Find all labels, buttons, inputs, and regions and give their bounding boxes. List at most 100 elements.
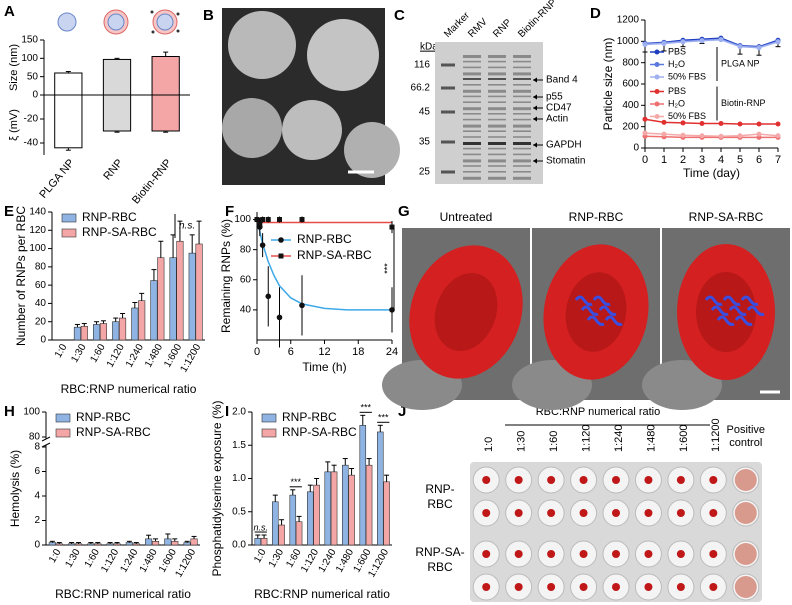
bar	[341, 464, 349, 546]
panel-letter: H	[4, 403, 15, 420]
marker-band	[441, 170, 455, 174]
gel-band	[488, 136, 506, 138]
gel-band	[513, 136, 531, 138]
point	[680, 39, 686, 45]
x-tick-label: 18	[352, 346, 364, 358]
point	[775, 39, 781, 45]
axis-break	[41, 442, 51, 448]
y-axis-label: Particle size (nm)	[601, 38, 615, 131]
panel-letter: F	[225, 203, 234, 220]
gel-band	[513, 113, 531, 115]
image-title: RNP-SA-RBC	[689, 210, 764, 224]
x-axis-label: RBC:RNP numerical ratio	[55, 587, 191, 601]
point	[718, 133, 724, 139]
point	[737, 121, 743, 127]
point	[642, 130, 648, 136]
legend-label: RNP-SA-RBC	[76, 425, 151, 439]
well-content	[612, 550, 620, 558]
bar	[68, 543, 76, 546]
bar	[176, 240, 184, 341]
point	[661, 40, 667, 46]
point	[265, 293, 272, 300]
annotation: n.s.	[253, 522, 268, 532]
y-tick-label: 8	[34, 442, 40, 453]
point	[299, 302, 305, 309]
gel-band	[463, 142, 481, 145]
gel-band	[463, 55, 481, 58]
x-tick-label: 1:480	[143, 342, 165, 370]
gel-band	[463, 84, 481, 86]
bar	[313, 484, 320, 546]
bar	[80, 325, 88, 341]
x-tick-label: 7	[775, 154, 781, 166]
series-line	[644, 132, 779, 138]
well-content	[547, 476, 556, 484]
bar	[74, 543, 83, 546]
gel-band	[463, 113, 481, 115]
point	[276, 314, 283, 321]
bar	[383, 481, 390, 546]
y-tick-label: 200	[622, 121, 639, 132]
well-content	[612, 583, 620, 591]
bar	[359, 424, 367, 546]
y-tick-label: 6	[34, 466, 40, 477]
x-tick-label: 0	[254, 346, 260, 358]
gel-band	[488, 55, 506, 58]
gel-band	[513, 165, 531, 167]
rbc-center	[565, 272, 627, 352]
gel-band	[513, 89, 531, 93]
band-label: p55	[546, 92, 563, 103]
legend-marker	[654, 62, 660, 67]
point	[389, 307, 395, 313]
bar	[188, 252, 196, 341]
well-content	[734, 469, 757, 491]
annotation: ***	[382, 263, 392, 274]
gel-band	[513, 107, 531, 111]
gel-band	[488, 95, 506, 98]
annotation: n.s.	[179, 221, 195, 232]
arrow-head	[533, 116, 537, 122]
band-label: Actin	[546, 114, 568, 125]
well-content	[676, 509, 685, 517]
bar	[190, 538, 198, 546]
gel-band	[488, 142, 506, 145]
y-tick-label: 1.0	[232, 473, 246, 484]
y-axis-label: Remaining RNPs (%)	[219, 219, 233, 333]
legend-label: RNP-SA-RBC	[282, 425, 357, 439]
legend-swatch	[55, 428, 71, 438]
y-tick-label: 2	[34, 515, 40, 526]
y-tick-label: 400	[622, 100, 639, 111]
bar	[151, 56, 180, 96]
column-label: 1:60	[548, 431, 560, 452]
legend-marker	[654, 74, 660, 80]
legend-label: RNP-RBC	[76, 410, 131, 424]
x-tick-label: PLGA NP	[37, 157, 76, 201]
y-tick-label: 40	[35, 298, 47, 309]
gel-band	[488, 159, 506, 163]
row-label: RBC	[427, 560, 453, 574]
point	[661, 131, 667, 137]
x-tick-label: 4	[718, 154, 724, 166]
rnp-cluster	[598, 305, 617, 316]
bar	[330, 471, 338, 546]
bar	[138, 300, 146, 341]
point	[756, 131, 762, 137]
bar	[131, 307, 139, 341]
y-axis-label: Number of RNPs per RBC	[14, 206, 28, 346]
y-tick-label: 100	[234, 214, 251, 225]
well-content	[644, 583, 653, 591]
point	[680, 120, 686, 126]
bar	[324, 471, 332, 546]
gel-band	[488, 84, 506, 86]
column-label: 1:240	[613, 424, 625, 452]
marker-band	[441, 140, 455, 144]
band-label: Stomatin	[546, 156, 585, 167]
series-line	[644, 38, 779, 49]
mw-label: 66.2	[411, 83, 431, 94]
marker-band	[441, 110, 455, 114]
well-content	[709, 550, 718, 558]
bar	[112, 321, 120, 341]
y-tick-label: 800	[622, 57, 639, 68]
gel-band	[488, 147, 506, 150]
gel-band	[513, 78, 531, 80]
